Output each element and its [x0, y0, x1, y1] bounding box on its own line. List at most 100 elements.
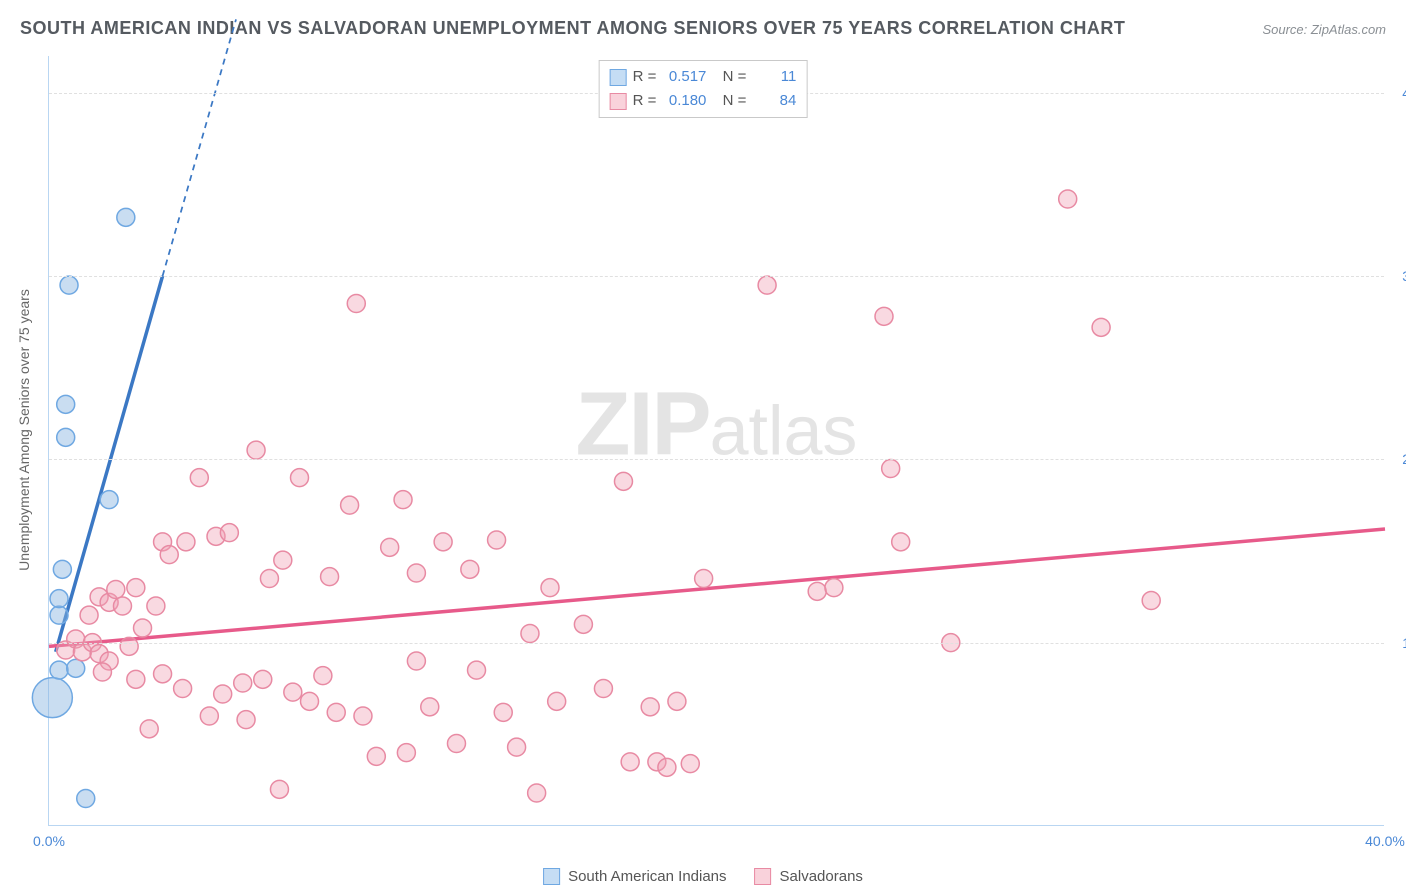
data-point-sal — [808, 582, 826, 600]
trend-line-sal — [49, 529, 1385, 646]
data-point-sal — [668, 692, 686, 710]
data-point-sal — [220, 524, 238, 542]
trend-line-dashed-sai — [163, 19, 236, 276]
data-point-sal — [641, 698, 659, 716]
data-point-sal — [247, 441, 265, 459]
legend-swatch-sai — [543, 868, 560, 885]
data-point-sal — [468, 661, 486, 679]
data-point-sai — [67, 659, 85, 677]
data-point-sai — [117, 208, 135, 226]
data-point-sai — [60, 276, 78, 294]
data-point-sal — [260, 570, 278, 588]
stats-row-sai: R = 0.517 N = 11 — [610, 65, 797, 89]
chart-title: SOUTH AMERICAN INDIAN VS SALVADORAN UNEM… — [20, 18, 1125, 39]
r-label: R = — [633, 65, 657, 89]
data-point-sal — [177, 533, 195, 551]
y-tick-label: 30.0% — [1390, 268, 1406, 284]
data-point-sal — [127, 670, 145, 688]
data-point-sal — [291, 469, 309, 487]
data-point-sal — [1092, 318, 1110, 336]
gridline-h — [49, 276, 1384, 277]
data-point-sal — [488, 531, 506, 549]
data-point-sal — [882, 460, 900, 478]
data-point-sal — [354, 707, 372, 725]
y-tick-label: 10.0% — [1390, 635, 1406, 651]
data-point-sal — [327, 703, 345, 721]
data-point-sal — [434, 533, 452, 551]
data-point-sai — [100, 491, 118, 509]
data-point-sai — [50, 590, 68, 608]
data-point-sal — [381, 538, 399, 556]
data-point-sal — [190, 469, 208, 487]
data-point-sal — [574, 615, 592, 633]
gridline-h — [49, 643, 1384, 644]
data-point-sal — [107, 581, 125, 599]
legend-swatch-sal — [755, 868, 772, 885]
legend-label-sai: South American Indians — [568, 868, 726, 885]
data-point-sal — [367, 747, 385, 765]
data-point-sai — [32, 678, 72, 718]
data-point-sal — [394, 491, 412, 509]
x-tick-label: 40.0% — [1365, 833, 1405, 849]
bottom-legend: South American Indians Salvadorans — [543, 868, 863, 885]
data-point-sal — [594, 680, 612, 698]
x-tick-label: 0.0% — [33, 833, 65, 849]
data-point-sal — [147, 597, 165, 615]
data-point-sal — [113, 597, 131, 615]
data-point-sal — [274, 551, 292, 569]
data-point-sal — [407, 564, 425, 582]
data-point-sal — [397, 744, 415, 762]
data-point-sal — [421, 698, 439, 716]
data-point-sal — [200, 707, 218, 725]
data-point-sal — [120, 637, 138, 655]
data-point-sal — [93, 663, 111, 681]
data-point-sal — [347, 295, 365, 313]
plot-area: ZIP atlas 10.0%20.0%30.0%40.0%0.0%40.0% — [48, 56, 1384, 826]
data-point-sal — [321, 568, 339, 586]
y-tick-label: 40.0% — [1390, 85, 1406, 101]
legend-label-sal: Salvadorans — [780, 868, 863, 885]
data-point-sal — [695, 570, 713, 588]
data-point-sal — [254, 670, 272, 688]
data-point-sal — [234, 674, 252, 692]
data-point-sai — [57, 428, 75, 446]
data-point-sal — [681, 755, 699, 773]
r-value-sal: 0.180 — [662, 89, 706, 113]
data-point-sal — [127, 579, 145, 597]
data-point-sal — [270, 780, 288, 798]
r-value-sai: 0.517 — [662, 65, 706, 89]
data-point-sai — [50, 661, 68, 679]
data-point-sal — [508, 738, 526, 756]
data-point-sal — [528, 784, 546, 802]
data-point-sal — [140, 720, 158, 738]
data-point-sal — [1059, 190, 1077, 208]
data-point-sal — [521, 625, 539, 643]
data-point-sal — [237, 711, 255, 729]
n-label: N = — [723, 89, 747, 113]
data-point-sal — [621, 753, 639, 771]
scatter-svg — [49, 56, 1384, 825]
data-point-sal — [174, 680, 192, 698]
data-point-sai — [57, 395, 75, 413]
legend-swatch-sai — [610, 69, 627, 86]
legend-swatch-sal — [610, 93, 627, 110]
data-point-sal — [494, 703, 512, 721]
data-point-sal — [614, 472, 632, 490]
y-tick-label: 20.0% — [1390, 451, 1406, 467]
data-point-sal — [134, 619, 152, 637]
data-point-sai — [53, 560, 71, 578]
stats-legend: R = 0.517 N = 11 R = 0.180 N = 84 — [599, 60, 808, 118]
n-value-sal: 84 — [752, 89, 796, 113]
r-label: R = — [633, 89, 657, 113]
data-point-sal — [541, 579, 559, 597]
data-point-sal — [548, 692, 566, 710]
data-point-sal — [284, 683, 302, 701]
data-point-sal — [1142, 592, 1160, 610]
legend-item-sal: Salvadorans — [755, 868, 863, 885]
data-point-sal — [875, 307, 893, 325]
data-point-sal — [314, 667, 332, 685]
data-point-sal — [341, 496, 359, 514]
data-point-sal — [447, 735, 465, 753]
data-point-sal — [892, 533, 910, 551]
stats-row-sal: R = 0.180 N = 84 — [610, 89, 797, 113]
